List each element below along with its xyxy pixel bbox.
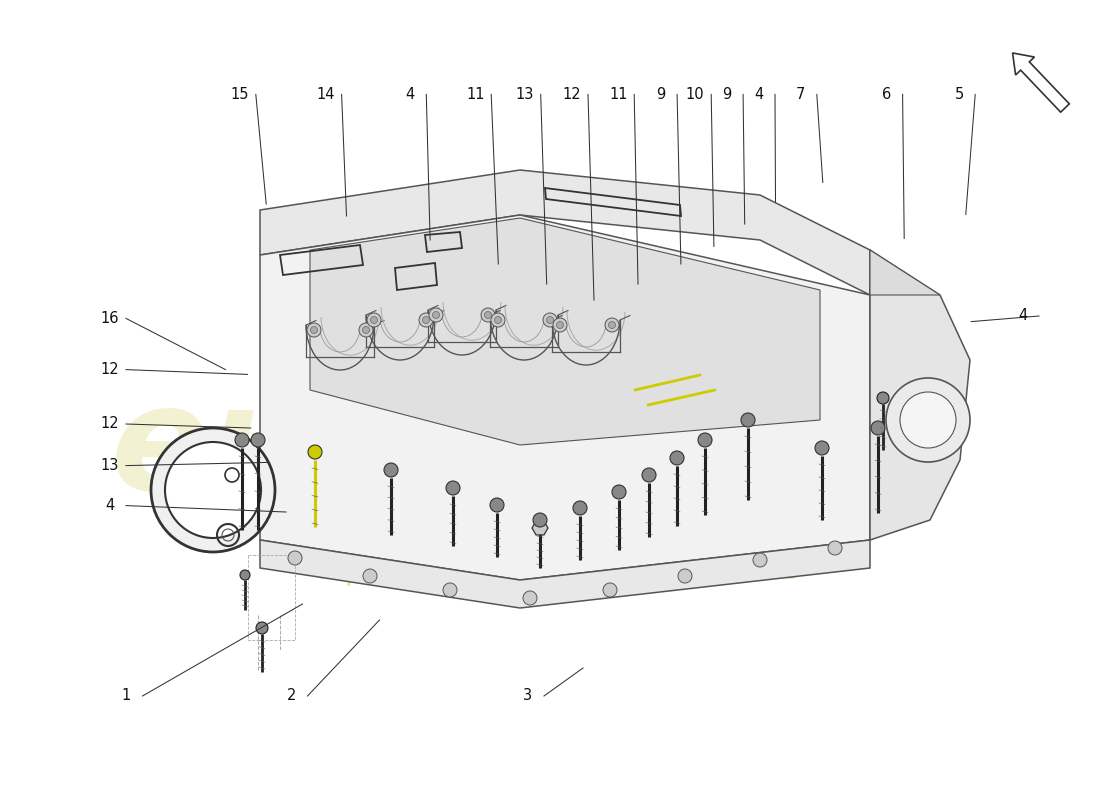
Text: 16: 16 [101, 311, 119, 326]
Text: 5: 5 [955, 87, 964, 102]
Text: 4: 4 [406, 87, 415, 102]
Circle shape [308, 445, 322, 459]
Circle shape [603, 583, 617, 597]
Circle shape [553, 318, 566, 332]
Circle shape [754, 553, 767, 567]
Text: 4: 4 [1019, 309, 1027, 323]
Text: 15: 15 [231, 87, 249, 102]
Circle shape [484, 311, 492, 318]
Text: 12: 12 [101, 417, 119, 431]
Circle shape [642, 468, 656, 482]
Circle shape [491, 313, 505, 327]
Circle shape [547, 317, 553, 323]
Circle shape [886, 378, 970, 462]
Circle shape [307, 323, 321, 337]
Circle shape [251, 433, 265, 447]
Circle shape [359, 323, 373, 337]
Text: 3: 3 [524, 689, 532, 703]
Text: 6: 6 [882, 87, 891, 102]
Text: 4: 4 [106, 498, 114, 513]
Text: 14: 14 [317, 87, 334, 102]
Polygon shape [260, 215, 870, 580]
Circle shape [495, 317, 502, 323]
Circle shape [612, 485, 626, 499]
Circle shape [363, 326, 370, 334]
Circle shape [235, 433, 249, 447]
Circle shape [481, 308, 495, 322]
Circle shape [363, 569, 377, 583]
Circle shape [828, 541, 842, 555]
Text: europ: europ [110, 379, 590, 521]
Text: 13: 13 [516, 87, 534, 102]
Circle shape [419, 313, 433, 327]
Circle shape [151, 428, 275, 552]
Circle shape [165, 442, 261, 538]
Circle shape [871, 421, 886, 435]
Circle shape [288, 551, 302, 565]
Text: 9: 9 [657, 87, 665, 102]
Circle shape [384, 463, 398, 477]
Circle shape [446, 481, 460, 495]
Circle shape [573, 501, 587, 515]
Circle shape [698, 433, 712, 447]
Circle shape [608, 322, 616, 329]
Text: a passion for cars since 1985: a passion for cars since 1985 [316, 554, 804, 586]
Circle shape [534, 513, 547, 527]
Circle shape [429, 308, 443, 322]
Circle shape [522, 591, 537, 605]
Text: 12: 12 [101, 362, 119, 377]
Text: 13: 13 [101, 458, 119, 473]
Circle shape [256, 622, 268, 634]
Circle shape [605, 318, 619, 332]
FancyArrow shape [1013, 53, 1069, 112]
Circle shape [877, 392, 889, 404]
Text: 4: 4 [755, 87, 763, 102]
Circle shape [815, 441, 829, 455]
Text: 11: 11 [466, 87, 484, 102]
Circle shape [443, 583, 456, 597]
Text: 7: 7 [796, 87, 805, 102]
Circle shape [432, 311, 440, 318]
Text: 1: 1 [122, 689, 131, 703]
Text: 2: 2 [287, 689, 296, 703]
Circle shape [240, 570, 250, 580]
Circle shape [543, 313, 557, 327]
Polygon shape [260, 170, 870, 295]
Polygon shape [870, 250, 970, 540]
Polygon shape [870, 250, 940, 295]
Circle shape [670, 451, 684, 465]
Circle shape [678, 569, 692, 583]
Text: 11: 11 [609, 87, 627, 102]
Circle shape [557, 322, 563, 329]
Polygon shape [310, 218, 820, 445]
Text: 12: 12 [563, 87, 581, 102]
Polygon shape [260, 540, 870, 608]
Text: 9: 9 [723, 87, 732, 102]
Circle shape [371, 317, 377, 323]
Circle shape [367, 313, 381, 327]
Circle shape [900, 392, 956, 448]
Circle shape [310, 326, 318, 334]
Circle shape [741, 413, 755, 427]
Circle shape [490, 498, 504, 512]
Circle shape [422, 317, 429, 323]
Text: 10: 10 [686, 87, 704, 102]
Polygon shape [532, 521, 548, 535]
